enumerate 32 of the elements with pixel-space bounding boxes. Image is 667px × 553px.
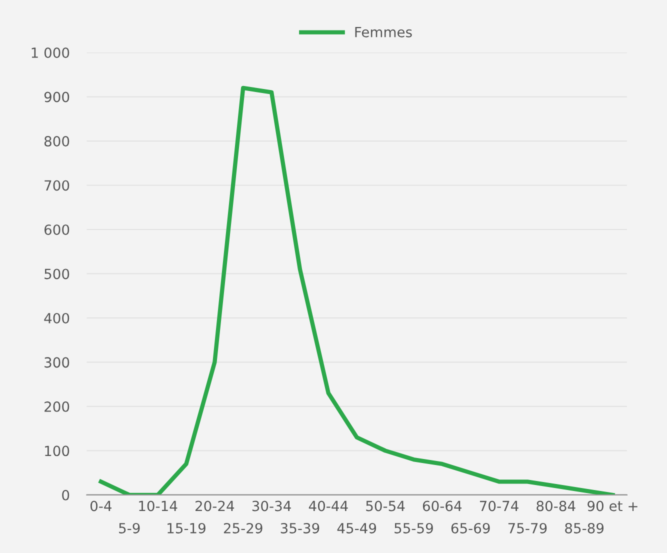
x-tick-label: 10-14 bbox=[139, 500, 178, 512]
y-tick-label: 300 bbox=[44, 357, 70, 368]
y-tick-label: 1 000 bbox=[32, 48, 70, 58]
x-tick-label: 5-9 bbox=[119, 522, 140, 534]
x-tick-label: 20-24 bbox=[196, 500, 234, 512]
x-tick-label: 70-74 bbox=[480, 500, 518, 512]
x-tick-label: 80-84 bbox=[536, 500, 576, 512]
x-tick-label: 45-49 bbox=[337, 522, 376, 534]
y-tick-label: 600 bbox=[44, 224, 70, 235]
legend-label: Femmes bbox=[355, 27, 412, 38]
y-tick-label: 200 bbox=[44, 401, 70, 412]
x-tick-label: 75-79 bbox=[508, 522, 547, 534]
x-tick-label: 85-89 bbox=[565, 522, 604, 534]
y-tick-label: 400 bbox=[44, 312, 70, 324]
x-tick-label: 50-54 bbox=[366, 500, 405, 512]
y-tick-label: 700 bbox=[44, 180, 70, 191]
x-tick-label: 30-34 bbox=[252, 500, 291, 512]
line-series bbox=[98, 86, 615, 495]
x-tick-label: 0-4 bbox=[90, 500, 112, 512]
x-tick-label: 90 et + bbox=[588, 500, 638, 512]
x-tick-label: 35-39 bbox=[280, 522, 320, 534]
x-tick-label: 65-69 bbox=[451, 522, 490, 534]
x-tick-label: 25-29 bbox=[224, 522, 262, 534]
x-tick-label: 60-64 bbox=[422, 500, 462, 512]
y-tick-label: 500 bbox=[44, 268, 70, 280]
x-tick-label: 15-19 bbox=[168, 522, 206, 534]
x-tick-label: 55-59 bbox=[394, 522, 433, 534]
y-tick-label: 0 bbox=[62, 490, 70, 500]
y-tick-label: 800 bbox=[44, 136, 70, 146]
x-tick-label: 40-44 bbox=[308, 500, 348, 512]
y-tick-label: 100 bbox=[45, 446, 70, 456]
y-tick-label: 900 bbox=[44, 92, 70, 102]
